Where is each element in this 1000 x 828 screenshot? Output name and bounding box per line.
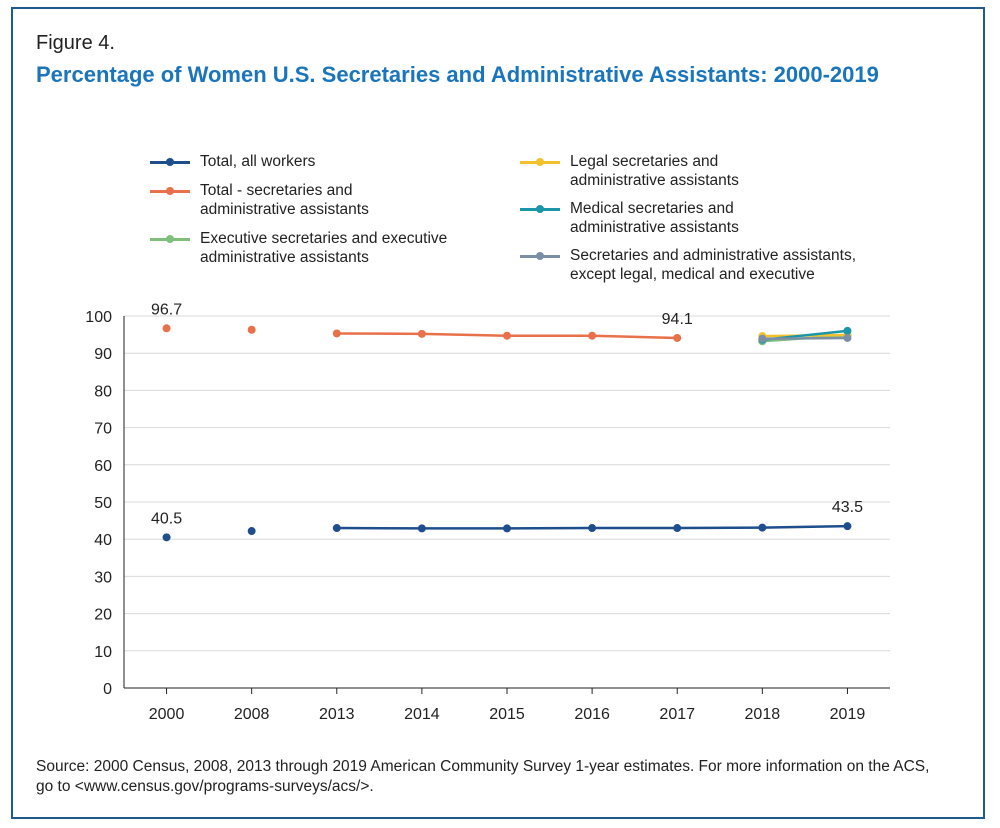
x-tick-label: 2017 <box>659 706 695 723</box>
source-note: Source: 2000 Census, 2008, 2013 through … <box>36 758 930 795</box>
data-point <box>588 524 597 533</box>
legend-item-total-secretaries: Total - secretaries and administrative a… <box>150 181 490 219</box>
data-point <box>162 533 171 542</box>
legend-label: Total, all workers <box>200 153 316 170</box>
data-point <box>843 522 852 531</box>
legend-item-legal: Legal secretaries and administrative ass… <box>520 152 920 190</box>
y-tick-label: 100 <box>85 309 112 326</box>
data-point <box>162 324 171 333</box>
data-point <box>247 527 256 536</box>
data-label: 43.5 <box>832 499 863 516</box>
legend-label: administrative assistants <box>200 249 369 266</box>
y-tick-label: 70 <box>94 421 112 438</box>
data-point <box>503 331 511 340</box>
data-label: 94.1 <box>662 311 693 328</box>
data-point <box>588 331 597 340</box>
data-point <box>417 329 426 338</box>
data-point <box>332 524 341 533</box>
legend-label: Secretaries and administrative assistant… <box>570 247 857 264</box>
legend-item-medical: Medical secretaries and administrative a… <box>520 199 920 237</box>
legend-item-other-secretaries: Secretaries and administrative assistant… <box>520 246 940 284</box>
x-tick-label: 2014 <box>404 706 440 723</box>
x-tick-label: 2018 <box>745 706 781 723</box>
legend-swatch <box>150 156 190 168</box>
data-point <box>673 524 682 533</box>
x-tick-label: 2015 <box>489 706 525 723</box>
chart-title: Percentage of Women U.S. Secretaries and… <box>36 62 879 87</box>
data-point <box>843 333 852 342</box>
y-tick-label: 20 <box>94 607 112 624</box>
data-label: 40.5 <box>151 510 182 527</box>
y-tick-label: 40 <box>94 532 112 549</box>
series-line <box>762 336 848 340</box>
y-tick-label: 10 <box>94 644 112 661</box>
legend-label: except legal, medical and executive <box>570 266 815 283</box>
x-tick-label: 2019 <box>830 706 866 723</box>
data-point <box>332 329 341 338</box>
legend-swatch <box>520 250 560 262</box>
legend-label: administrative assistants <box>570 219 739 236</box>
x-tick-label: 2013 <box>319 706 355 723</box>
data-point <box>503 524 511 533</box>
figure-frame <box>11 7 985 819</box>
legend-swatch <box>520 203 560 215</box>
legend-label: Medical secretaries and <box>570 200 734 217</box>
y-tick-label: 80 <box>94 383 112 400</box>
data-point <box>417 524 426 533</box>
legend-item-total-all-workers: Total, all workers <box>150 152 490 171</box>
figure-label: Figure 4. <box>36 32 115 54</box>
legend-swatch <box>150 185 190 197</box>
x-tick-label: 2000 <box>149 706 185 723</box>
y-tick-label: 0 <box>103 681 112 698</box>
y-tick-label: 50 <box>94 495 112 512</box>
data-point <box>247 325 256 334</box>
legend-swatch <box>520 156 560 168</box>
legend-label: Executive secretaries and executive <box>200 230 448 247</box>
legend-label: administrative assistants <box>200 201 369 218</box>
legend-item-executive: Executive secretaries and executive admi… <box>150 229 500 267</box>
y-tick-label: 60 <box>94 458 112 475</box>
legend-label: administrative assistants <box>570 172 739 189</box>
x-tick-label: 2016 <box>574 706 610 723</box>
legend-label: Total - secretaries and <box>200 182 353 199</box>
data-point <box>843 326 852 335</box>
legend-swatch <box>150 233 190 245</box>
data-point <box>758 334 767 343</box>
data-point <box>758 523 767 532</box>
data-point <box>673 333 682 342</box>
y-tick-label: 90 <box>94 346 112 363</box>
legend-label: Legal secretaries and <box>570 153 719 170</box>
x-tick-label: 2008 <box>234 706 270 723</box>
y-tick-label: 30 <box>94 569 112 586</box>
data-label: 96.7 <box>151 301 182 318</box>
